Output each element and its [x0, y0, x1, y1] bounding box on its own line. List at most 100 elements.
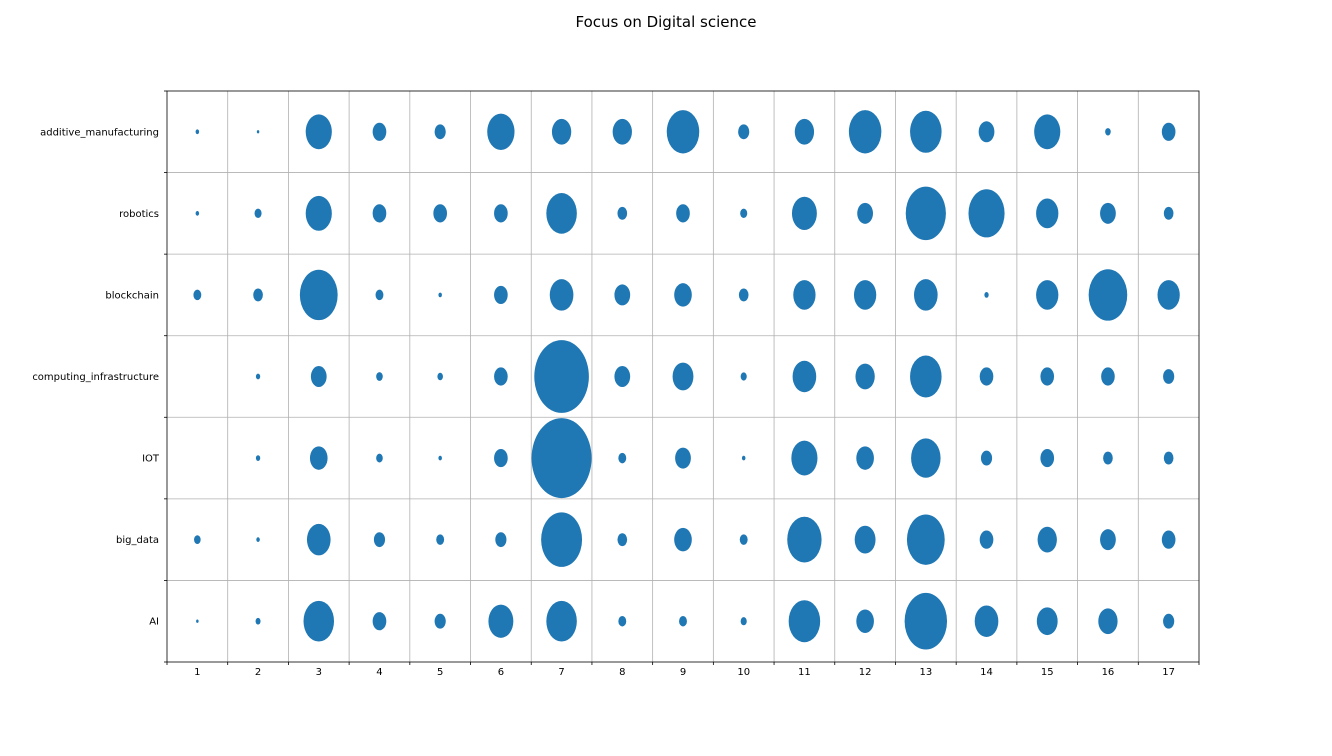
bubble-point [487, 113, 515, 150]
bubble-point [741, 455, 746, 461]
bubble-point [546, 600, 577, 642]
bubble-point [1163, 206, 1174, 220]
x-tick-label: 8 [619, 667, 625, 678]
bubble-point [904, 592, 948, 650]
bubble-point [675, 447, 691, 469]
bubble-point [306, 523, 331, 556]
bubble-point [255, 455, 261, 461]
bubble-point [618, 615, 627, 627]
bubble-point [375, 289, 384, 301]
bubble-point [436, 534, 445, 545]
bubble-point [794, 118, 815, 145]
bubble-point [1100, 529, 1116, 551]
bubble-point [1101, 367, 1115, 386]
x-tick-label: 4 [376, 667, 382, 678]
bubble-point [740, 208, 748, 219]
bubble-point [531, 418, 592, 499]
bubble-point [372, 122, 387, 141]
bubble-point [674, 527, 692, 552]
bubble-point [255, 617, 261, 625]
y-tick-label: AI [149, 617, 159, 628]
bubble-point [856, 609, 874, 633]
bubble-point [256, 537, 260, 542]
bubble-point [614, 284, 631, 306]
bubble-point [299, 269, 338, 321]
tick-marks [164, 90, 1200, 665]
bubble-point [438, 455, 442, 461]
bubble-point [1037, 526, 1057, 553]
bubble-point [195, 129, 200, 135]
bubble-point [848, 110, 882, 154]
x-tick-label: 10 [737, 667, 750, 678]
bubble-point [793, 280, 816, 310]
bubble-point [376, 453, 383, 463]
bubble-point [740, 372, 747, 381]
bubble-point [617, 533, 628, 547]
bubble-point [980, 450, 993, 466]
bubble-point [974, 605, 999, 637]
y-tick-label: IOT [142, 454, 160, 465]
bubble-point [194, 535, 201, 545]
x-tick-label: 13 [919, 667, 932, 678]
x-tick-label: 2 [255, 667, 261, 678]
bubble-point [791, 440, 818, 476]
bubble-point [1100, 202, 1116, 224]
bubble-point [984, 292, 989, 298]
bubble-point [437, 372, 443, 381]
y-tick-labels: AI big_data IOT computing_infrastructure blo… [32, 127, 160, 627]
bubble-point [1163, 451, 1174, 465]
bubble-point [676, 204, 690, 223]
x-tick-label: 16 [1102, 667, 1115, 678]
x-tick-label: 12 [859, 667, 872, 678]
bubble-point [910, 355, 942, 398]
x-tick-label: 7 [558, 667, 564, 678]
bubble-point [372, 204, 387, 223]
bubble-point [787, 516, 822, 563]
y-tick-label: computing_infrastructure [32, 372, 159, 383]
bubble-point [376, 372, 383, 381]
bubble-point [193, 289, 202, 301]
bubble-point [196, 619, 199, 623]
bubble-point [254, 208, 262, 219]
bubble-point [854, 525, 876, 554]
bubble-point [1088, 269, 1128, 321]
bubble-point [679, 615, 687, 627]
x-tick-label: 14 [980, 667, 993, 678]
bubble-point [614, 365, 631, 388]
bubble-point [305, 195, 332, 231]
bubble-point [792, 360, 817, 393]
bubble-point [1161, 122, 1176, 141]
bubble-point [438, 292, 442, 298]
bubble-point [1040, 448, 1055, 468]
bubble-point [914, 279, 938, 311]
bubble-point [856, 446, 874, 470]
bubble-point [978, 121, 995, 143]
y-tick-label: robotics [119, 209, 159, 220]
bubble-point [618, 452, 627, 464]
bubble-point [303, 600, 335, 642]
bubble-point [1161, 530, 1176, 549]
x-tick-label: 6 [498, 667, 504, 678]
bubble-point [488, 604, 514, 638]
bubble-point [373, 532, 386, 548]
bubble-point [906, 514, 945, 565]
bubble-point [305, 114, 332, 150]
bubble-point [1036, 280, 1059, 310]
x-tick-label: 9 [680, 667, 686, 678]
y-tick-label: additive_manufacturing [40, 127, 159, 138]
bubble-point [495, 532, 507, 548]
bubble-layer [193, 110, 1180, 650]
x-tick-label: 11 [798, 667, 811, 678]
bubble-point [256, 130, 260, 134]
grid-lines [167, 91, 1199, 662]
bubble-point [309, 446, 328, 470]
bubble-point [494, 367, 508, 386]
bubble-point [740, 617, 747, 626]
bubble-point [788, 600, 821, 643]
x-tick-label: 1 [194, 667, 200, 678]
x-tick-label: 5 [437, 667, 443, 678]
bubble-point [195, 211, 200, 216]
bubble-point [494, 448, 508, 468]
y-tick-label: big_data [116, 535, 159, 546]
